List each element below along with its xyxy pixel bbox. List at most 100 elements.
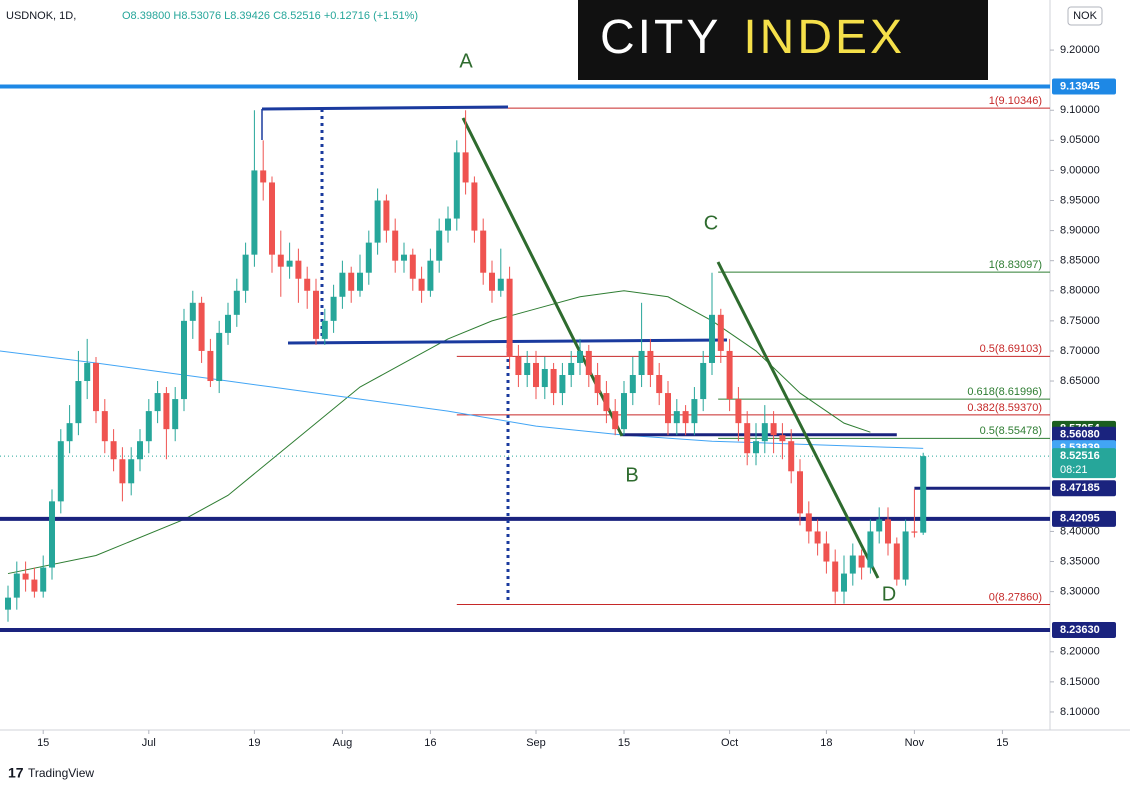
candle-body	[286, 260, 293, 267]
candle-body	[137, 441, 143, 460]
candle-body	[682, 411, 689, 424]
y-tick-label: 8.10000	[1060, 706, 1100, 718]
price-label-box	[1052, 621, 1116, 638]
y-tick-label: 8.20000	[1060, 646, 1100, 658]
price-label: 8.56080	[1060, 429, 1100, 441]
y-tick-label: 8.85000	[1060, 255, 1100, 267]
candle-body	[788, 441, 795, 472]
y-tick-label: 8.95000	[1060, 194, 1100, 206]
candle-body	[101, 411, 108, 442]
y-tick-label: 8.15000	[1060, 676, 1100, 688]
wave-label: D	[882, 583, 896, 605]
resistance-line	[261, 105, 509, 111]
price-label: 8.42095	[1060, 513, 1100, 525]
candle-body	[40, 567, 47, 592]
candle-body	[612, 411, 619, 430]
candle-body	[717, 314, 724, 351]
y-tick-label: 8.80000	[1060, 285, 1100, 297]
candle-body	[251, 170, 258, 255]
candle-body	[145, 411, 152, 442]
candle-body	[269, 182, 275, 255]
x-tick-label: 15	[996, 737, 1008, 749]
candle-body	[163, 393, 170, 430]
price-label: 9.13945	[1060, 80, 1100, 92]
fib-label: 1(8.83097)	[989, 259, 1042, 271]
axes: 8.10000 8.15000 8.20000 8.30000 8.35000 8.400…	[37, 44, 1116, 749]
candle-body	[665, 393, 671, 424]
fib-label: 1(9.10346)	[989, 95, 1042, 107]
candle-body	[128, 459, 135, 484]
wave-label: B	[625, 464, 638, 486]
candle-body	[726, 350, 733, 400]
candle-body	[902, 531, 909, 580]
candle-body	[885, 519, 891, 544]
candle-body	[110, 441, 117, 460]
price-label: 8.47185	[1060, 482, 1100, 494]
candle-body	[629, 375, 636, 394]
candle-body	[172, 399, 179, 430]
candle-body	[75, 381, 82, 424]
candle-body	[304, 278, 311, 291]
candle-body	[392, 230, 399, 261]
x-tick-label: Oct	[721, 737, 738, 749]
x-tick-label: Nov	[905, 737, 925, 749]
candle-body	[480, 230, 487, 273]
candle-body	[647, 350, 654, 376]
fib-label: 0.618(8.61996)	[967, 386, 1042, 398]
candle-body	[295, 260, 302, 279]
currency[interactable]: NOK	[1073, 10, 1098, 22]
tv-icon: 17	[8, 765, 24, 781]
candle-body	[436, 230, 443, 261]
moving-average	[0, 350, 924, 449]
logo-right: INDEX	[743, 11, 905, 64]
candle-body	[797, 471, 803, 514]
candle-body	[559, 375, 566, 394]
candle-body	[489, 272, 495, 291]
candle-body	[198, 302, 205, 351]
candle-body	[5, 597, 11, 610]
logo-left: CITY INDEX	[600, 11, 905, 64]
candle-body	[260, 170, 267, 183]
candle-body	[31, 579, 38, 592]
candles	[5, 110, 927, 622]
x-tick-label: 15	[37, 737, 49, 749]
candle-body	[832, 561, 839, 592]
candle-body	[471, 182, 478, 231]
currency-box[interactable]	[1067, 6, 1103, 26]
footer: TradingView	[28, 766, 94, 780]
price-label-box	[1052, 480, 1116, 497]
y-tick-label: 8.75000	[1060, 315, 1100, 327]
candle-body	[506, 278, 513, 357]
x-tick-label: Aug	[333, 737, 353, 749]
fib-label: 0(8.27860)	[989, 591, 1042, 603]
candle-body	[841, 573, 847, 592]
candle-body	[515, 356, 522, 376]
candle-body	[585, 350, 592, 376]
candle-body	[330, 296, 337, 321]
candle-body	[216, 332, 223, 382]
candle-body	[735, 399, 742, 424]
y-tick-label: 8.90000	[1060, 225, 1100, 237]
y-tick-label: 8.65000	[1060, 375, 1100, 387]
candle-body	[22, 573, 29, 580]
candle-body	[409, 254, 416, 279]
price-label: 8.52516	[1060, 450, 1100, 462]
price-label: 8.23630	[1060, 624, 1100, 636]
candle-body	[603, 393, 610, 412]
y-tick-label: 9.10000	[1060, 104, 1100, 116]
candle-body	[339, 272, 346, 297]
candle-body	[207, 350, 214, 382]
candle-body	[84, 362, 91, 382]
candle-body	[321, 320, 328, 339]
candle-body	[577, 350, 583, 363]
price-label-box	[1052, 510, 1116, 527]
candle-body	[849, 555, 856, 574]
y-tick-label: 9.20000	[1060, 44, 1100, 56]
x-tick-label: 19	[248, 737, 260, 749]
candle-body	[225, 314, 231, 333]
candle-body	[418, 278, 425, 291]
candle-body	[753, 441, 759, 454]
fib-label: 0.5(8.55478)	[980, 425, 1042, 437]
